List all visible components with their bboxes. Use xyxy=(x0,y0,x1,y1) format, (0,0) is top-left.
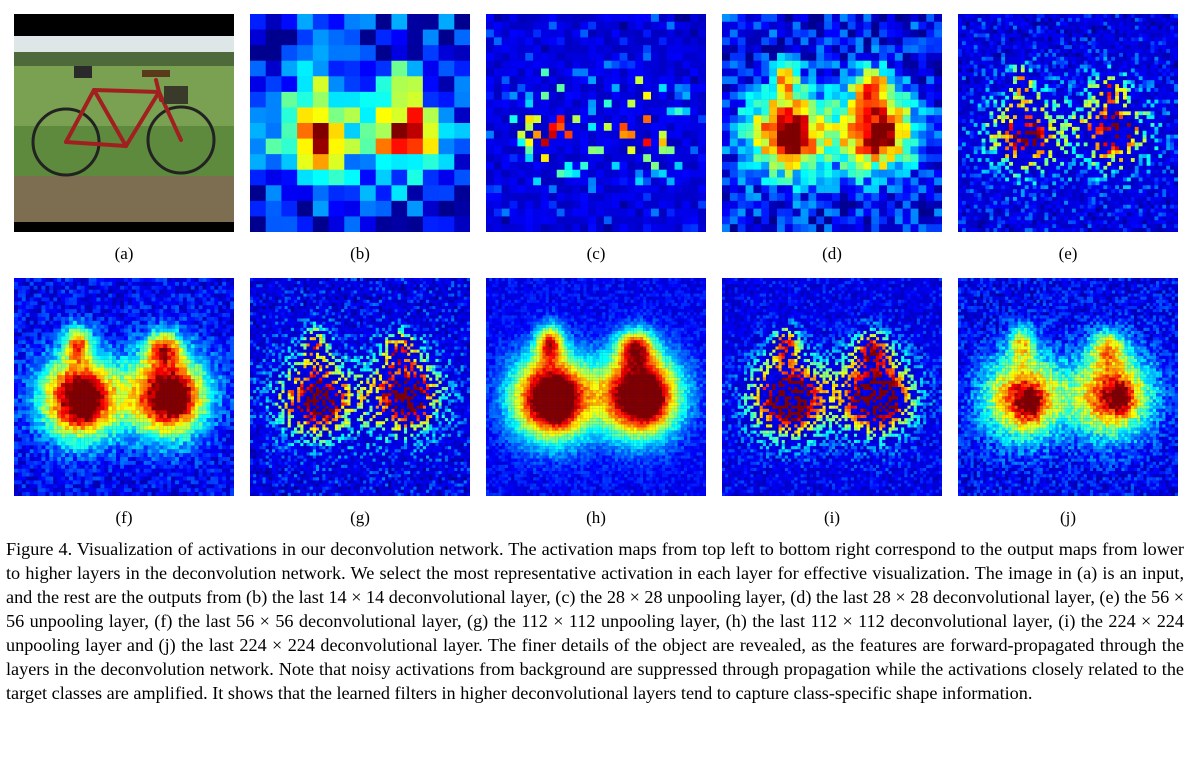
heatmap-c xyxy=(486,14,706,232)
panel-i-activation-map xyxy=(722,278,942,496)
panel-g-activation-map xyxy=(250,278,470,496)
heatmap-b xyxy=(250,14,470,232)
heatmap-i xyxy=(722,278,942,496)
panel-e-label: (e) xyxy=(958,244,1178,264)
figure-caption: Figure 4. Visualization of activations i… xyxy=(6,537,1184,705)
panel-c-activation-map xyxy=(486,14,706,232)
panel-f-label: (f) xyxy=(14,508,234,528)
panel-b-activation-map xyxy=(250,14,470,232)
panel-j-activation-map xyxy=(958,278,1178,496)
heatmap-h xyxy=(486,278,706,496)
panel-b-label: (b) xyxy=(250,244,470,264)
heatmap-f xyxy=(14,278,234,496)
panel-h-activation-map xyxy=(486,278,706,496)
panel-h-label: (h) xyxy=(486,508,706,528)
panel-d-label: (d) xyxy=(722,244,942,264)
panel-c-label: (c) xyxy=(486,244,706,264)
heatmap-d xyxy=(722,14,942,232)
bicycle-photo-icon xyxy=(14,14,234,232)
panel-d-activation-map xyxy=(722,14,942,232)
panel-f-activation-map xyxy=(14,278,234,496)
panel-a-label: (a) xyxy=(14,244,234,264)
heatmap-e xyxy=(958,14,1178,232)
panel-a-input-photo xyxy=(14,14,234,232)
panel-j-label: (j) xyxy=(958,508,1178,528)
heatmap-j xyxy=(958,278,1178,496)
panel-e-activation-map xyxy=(958,14,1178,232)
heatmap-g xyxy=(250,278,470,496)
panel-g-label: (g) xyxy=(250,508,470,528)
panel-i-label: (i) xyxy=(722,508,942,528)
